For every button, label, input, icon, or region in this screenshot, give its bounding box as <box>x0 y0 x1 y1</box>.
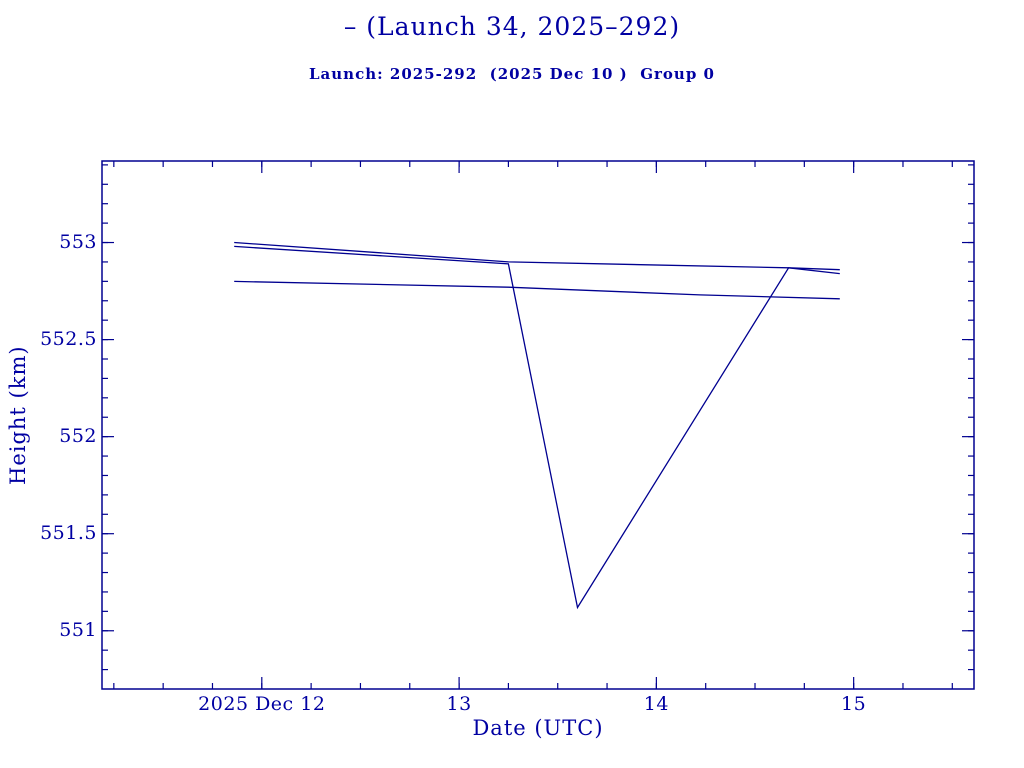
x-tick-label: 2025 Dec 12 <box>198 693 326 715</box>
y-tick-label: 553 <box>59 230 97 253</box>
x-tick-labels: 2025 Dec 12 13 14 15 <box>0 693 1024 717</box>
y-tick-label: 552.5 <box>40 327 97 350</box>
series-object-1 <box>234 241 840 271</box>
plot-frame <box>101 160 975 690</box>
y-tick-labels: 551 551.5 552 552.5 553 <box>0 0 97 768</box>
chart-subtitle: Launch: 2025-292 (2025 Dec 10 ) Group 0 <box>309 65 715 83</box>
x-axis-title: Date (UTC) <box>472 716 604 740</box>
series-object-3 <box>234 280 840 300</box>
x-tick-label: 15 <box>841 693 867 715</box>
y-tick-label: 551 <box>59 618 97 641</box>
y-tick-label: 551.5 <box>40 521 97 544</box>
x-tick-label: 14 <box>643 693 669 715</box>
series-object-2-maneuver-dip <box>234 245 840 610</box>
x-tick-label: 13 <box>446 693 472 715</box>
chart-title: – (Launch 34, 2025–292) <box>343 12 681 41</box>
y-tick-label: 552 <box>59 424 97 447</box>
